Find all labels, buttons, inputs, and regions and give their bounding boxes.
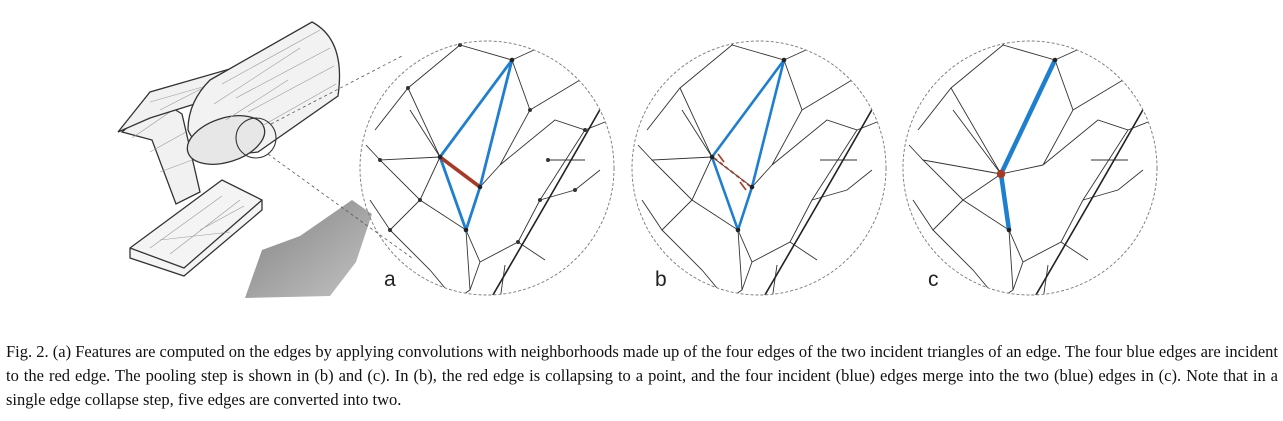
lamp-shadow — [245, 200, 372, 298]
blue-edges-a — [438, 59, 514, 235]
red-edge-collapsing-b — [713, 157, 751, 187]
lamp-head — [186, 21, 341, 165]
zoom-focus-circle — [235, 117, 277, 159]
panel-label-b: b — [655, 268, 667, 291]
blue-edges-c — [998, 59, 1058, 231]
blue-edges-b — [710, 59, 786, 235]
lamp-model — [117, 21, 413, 298]
panel-b-zoom — [631, 40, 887, 296]
panel-a-zoom — [359, 40, 615, 296]
panel-label-a: a — [384, 268, 396, 291]
figure-illustration — [117, 21, 1158, 298]
lamp-base — [129, 179, 263, 277]
panel-c-zoom — [902, 40, 1158, 296]
red-edge-a — [438, 155, 482, 189]
panel-label-c: c — [928, 268, 939, 291]
collapsed-vertex-c — [996, 169, 1006, 179]
figure-caption: Fig. 2. (a) Features are computed on the… — [6, 342, 1278, 409]
